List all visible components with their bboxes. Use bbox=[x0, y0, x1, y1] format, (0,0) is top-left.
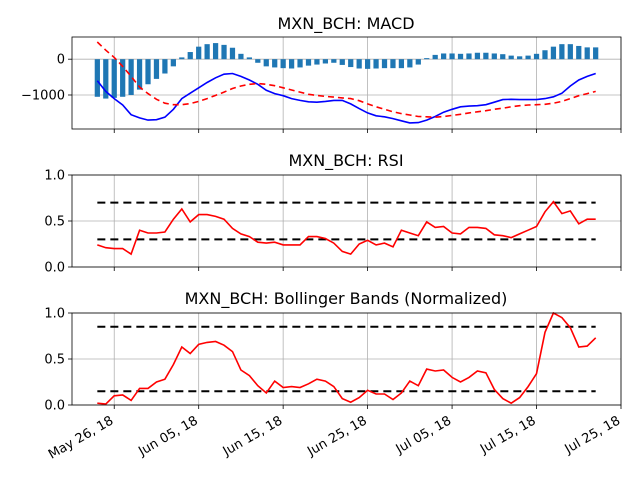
macd-histogram-bar bbox=[348, 59, 354, 68]
macd-histogram-bar bbox=[559, 44, 565, 60]
macd-histogram-bar bbox=[103, 59, 109, 99]
macd-line bbox=[96, 72, 596, 124]
macd-histogram-bar bbox=[170, 59, 176, 67]
macd-histogram-bar bbox=[153, 59, 160, 79]
macd-histogram-bar bbox=[288, 59, 295, 69]
bollinger-title: MXN_BCH: Bollinger Bands (Normalized) bbox=[185, 289, 508, 309]
macd-histogram-bar bbox=[297, 59, 303, 68]
macd-histogram-bar bbox=[263, 59, 269, 67]
bollinger-line bbox=[97, 311, 597, 405]
rsi-panel: MXN_BCH: RSI 0.0 0.5 1.0 bbox=[44, 151, 622, 276]
macd-histogram-bar bbox=[457, 53, 464, 60]
macd-histogram-bar bbox=[593, 47, 599, 60]
macd-lines bbox=[96, 41, 596, 124]
macd-histogram-bar bbox=[229, 47, 236, 60]
macd-title: MXN_BCH: MACD bbox=[277, 14, 414, 34]
macd-y-tick-label: 0 bbox=[57, 53, 65, 68]
macd-histogram-bar bbox=[128, 59, 134, 95]
macd-histogram-bar bbox=[373, 59, 379, 69]
macd-histogram-bar bbox=[246, 57, 252, 60]
bollinger-y-tick-label: 1.0 bbox=[44, 307, 65, 322]
macd-axes-frame bbox=[71, 36, 622, 130]
macd-histogram-bar bbox=[136, 59, 143, 90]
macd-histogram-bar bbox=[272, 59, 278, 68]
macd-histogram-bar bbox=[407, 59, 413, 68]
macd-histogram-bar bbox=[398, 59, 405, 69]
bollinger-y-ticks: 0.0 0.5 1.0 bbox=[44, 307, 72, 414]
rsi-title: MXN_BCH: RSI bbox=[288, 151, 403, 171]
macd-histogram-bar bbox=[356, 59, 362, 69]
macd-histogram-bar bbox=[339, 59, 345, 65]
rsi-y-tick-label: 0.0 bbox=[44, 261, 65, 276]
macd-histogram-bar bbox=[162, 59, 168, 74]
rsi-line bbox=[97, 200, 596, 256]
macd-histogram-bar bbox=[466, 53, 472, 60]
macd-histogram-bar bbox=[120, 59, 126, 97]
macd-y-tick-label: −1000 bbox=[21, 88, 65, 103]
rsi-axes-frame bbox=[71, 174, 622, 268]
macd-panel: MXN_BCH: MACD 0 −1000 bbox=[21, 14, 622, 133]
macd-histogram-bar bbox=[449, 53, 455, 60]
macd-histogram-bar bbox=[179, 57, 185, 60]
macd-histogram-bar bbox=[305, 59, 312, 66]
macd-histogram-bar bbox=[584, 47, 590, 60]
macd-histogram-bar bbox=[525, 55, 531, 60]
rsi-y-ticks: 0.0 0.5 1.0 bbox=[44, 169, 72, 276]
macd-bars bbox=[94, 43, 599, 99]
macd-histogram-bar bbox=[550, 46, 557, 60]
bollinger-thresholds bbox=[97, 325, 596, 393]
bollinger-lines bbox=[97, 311, 597, 405]
rsi-x-ticks bbox=[113, 267, 622, 271]
bollinger-y-tick-label: 0.0 bbox=[44, 399, 65, 414]
macd-histogram-bar bbox=[314, 59, 320, 65]
bollinger-panel: MXN_BCH: Bollinger Bands (Normalized) 0.… bbox=[44, 289, 622, 414]
macd-histogram-bar bbox=[145, 59, 151, 85]
macd-histogram-bar bbox=[517, 56, 523, 60]
macd-histogram-bar bbox=[441, 53, 447, 60]
macd-histogram-bar bbox=[111, 59, 117, 98]
macd-histogram-bar bbox=[542, 50, 548, 60]
macd-histogram-bar bbox=[212, 43, 219, 60]
bollinger-axes-frame bbox=[71, 312, 622, 406]
macd-histogram-bar bbox=[204, 44, 210, 60]
macd-histogram-bar bbox=[331, 59, 337, 63]
rsi-y-tick-label: 1.0 bbox=[44, 169, 65, 184]
macd-histogram-bar bbox=[415, 59, 421, 65]
macd-histogram-bar bbox=[533, 53, 540, 60]
macd-histogram-bar bbox=[500, 54, 506, 60]
macd-y-ticks: 0 −1000 bbox=[21, 53, 72, 103]
rsi-y-tick-label: 0.5 bbox=[44, 215, 65, 230]
macd-histogram-bar bbox=[221, 44, 227, 60]
macd-histogram-bar bbox=[187, 52, 193, 60]
macd-histogram-bar bbox=[364, 59, 371, 69]
macd-histogram-bar bbox=[255, 59, 261, 63]
macd-histogram-bar bbox=[491, 53, 497, 60]
macd-histogram-bar bbox=[280, 59, 286, 69]
macd-x-ticks bbox=[113, 129, 622, 133]
macd-histogram-bar bbox=[424, 58, 430, 60]
macd-histogram-bar bbox=[432, 54, 438, 60]
macd-histogram-bar bbox=[567, 44, 573, 60]
macd-histogram-bar bbox=[390, 59, 396, 69]
macd-histogram-bar bbox=[196, 46, 202, 60]
rsi-thresholds bbox=[97, 201, 596, 241]
macd-histogram-bar bbox=[508, 55, 514, 60]
bollinger-y-tick-label: 0.5 bbox=[44, 353, 65, 368]
macd-histogram-bar bbox=[483, 52, 489, 60]
macd-histogram-bar bbox=[94, 59, 100, 97]
macd-histogram-bar bbox=[381, 59, 388, 69]
bollinger-x-ticks bbox=[113, 405, 622, 409]
macd-histogram-bar bbox=[576, 45, 582, 60]
macd-histogram-bar bbox=[474, 52, 481, 60]
macd-histogram-bar bbox=[238, 53, 244, 60]
macd-histogram-bar bbox=[322, 59, 329, 64]
rsi-lines bbox=[97, 200, 596, 256]
